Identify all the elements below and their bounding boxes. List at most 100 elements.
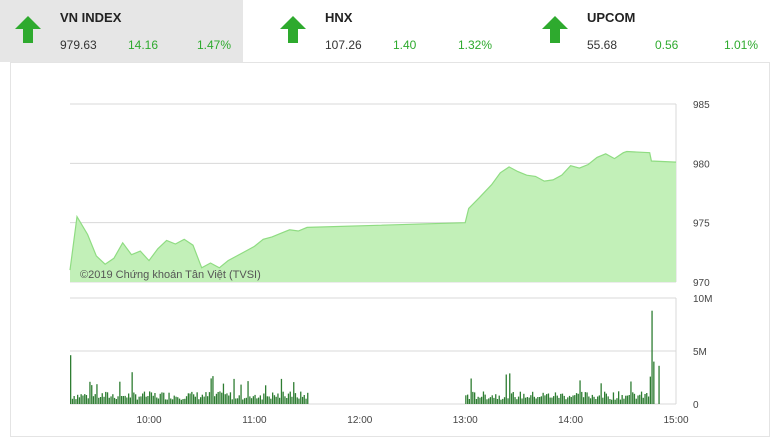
- volume-bar: [510, 393, 513, 404]
- volume-bar: [287, 393, 290, 404]
- volume-bar: [71, 398, 74, 404]
- x-tick-label: 13:00: [453, 415, 478, 426]
- volume-bar: [108, 397, 110, 404]
- volume-bar: [110, 396, 112, 404]
- volume-bar: [618, 391, 620, 404]
- volume-bar: [263, 393, 265, 404]
- volume-bar: [272, 392, 274, 404]
- volume-bar: [597, 396, 599, 404]
- volume-bar: [219, 391, 221, 404]
- volume-bar: [154, 393, 156, 404]
- volume-bar: [257, 397, 260, 404]
- volume-bar: [477, 396, 479, 404]
- volume-bar: [163, 392, 165, 404]
- ticker-upcom[interactable]: UPCOM 55.68 0.56 1.01%: [527, 0, 777, 62]
- x-tick-label: 14:00: [558, 415, 583, 426]
- volume-bar: [470, 378, 472, 404]
- volume-bar: [574, 395, 576, 404]
- volume-bar: [582, 397, 585, 404]
- volume-bar: [224, 394, 226, 404]
- price-panel: 985 980 975 970 ©2019 Chứng khoán Tân Việt …: [69, 100, 710, 289]
- volume-bar: [166, 399, 168, 404]
- volume-bar: [77, 394, 79, 404]
- volume-bar: [252, 396, 254, 404]
- volume-bar: [642, 397, 644, 404]
- volume-bar: [143, 391, 146, 404]
- y-tick-label: 980: [693, 159, 710, 170]
- volume-bar: [479, 397, 481, 404]
- volume-bar: [99, 397, 102, 404]
- volume-bar: [119, 381, 121, 404]
- volume-bar: [270, 398, 272, 404]
- volume-bar: [98, 397, 100, 404]
- volume-bar: [221, 392, 223, 404]
- volume-bar: [82, 395, 84, 404]
- volume-bar: [593, 396, 595, 404]
- volume-bar: [607, 396, 609, 404]
- volume-bar: [106, 392, 109, 404]
- ticker-value: 107.26: [325, 38, 362, 52]
- volume-bar: [286, 398, 288, 404]
- volume-bar: [639, 394, 641, 404]
- volume-bar: [245, 397, 247, 404]
- intraday-chart-card: [10, 62, 770, 437]
- volume-bar: [595, 399, 597, 404]
- volume-bar: [612, 392, 615, 404]
- ticker-name: UPCOM: [587, 10, 636, 25]
- ticker-value: 55.68: [587, 38, 618, 52]
- volume-bar: [189, 393, 191, 404]
- volume-bar: [637, 395, 639, 404]
- volume-bar: [293, 382, 295, 404]
- volume-bar: [73, 396, 75, 404]
- volume-bar: [658, 365, 660, 404]
- volume-bar: [644, 394, 646, 404]
- ticker-value: 979.63: [60, 38, 97, 52]
- volume-bar: [164, 399, 167, 404]
- volume-bar: [581, 391, 583, 404]
- ticker-hnx[interactable]: HNX 107.26 1.40 1.32%: [265, 0, 515, 62]
- volume-bar: [273, 395, 276, 404]
- volume-bar: [217, 392, 219, 404]
- volume-bar: [178, 398, 181, 404]
- y-tick-label: 985: [693, 100, 710, 111]
- volume-bar: [551, 397, 553, 404]
- volume-panel: 10M 5M 0 10:00 11:00 12:00 13:00 14:00 15:00: [70, 294, 712, 426]
- volume-bar: [563, 395, 565, 404]
- volume-bar: [303, 395, 305, 404]
- volume-bar: [300, 391, 302, 404]
- volume-bar: [140, 396, 142, 404]
- ticker-vn-index[interactable]: VN INDEX 979.63 14.16 1.47%: [0, 0, 243, 62]
- volume-bar: [577, 393, 579, 404]
- volume-bar: [133, 392, 135, 404]
- volume-bar: [600, 383, 602, 404]
- volume-bar: [214, 396, 216, 404]
- volume-bar: [556, 395, 558, 404]
- volume-bar: [491, 395, 493, 404]
- volume-bar: [486, 399, 488, 404]
- volume-bar: [502, 398, 504, 404]
- volume-bar: [526, 397, 528, 404]
- volume-bar: [633, 393, 636, 404]
- volume-bar: [194, 396, 196, 404]
- volume-bar: [567, 397, 569, 404]
- volume-bar: [484, 394, 486, 404]
- volume-bar: [233, 378, 235, 404]
- volume-bar: [619, 399, 622, 404]
- volume-bar: [112, 394, 114, 404]
- volume-bar: [94, 394, 96, 404]
- volume-bar: [547, 393, 550, 404]
- volume-bar: [180, 399, 182, 404]
- volume-bar: [135, 394, 137, 404]
- volume-bar: [579, 380, 581, 404]
- volume-bar: [468, 399, 470, 404]
- volume-bar: [231, 399, 233, 404]
- volume-bar: [147, 396, 149, 404]
- volume-bar: [150, 392, 153, 404]
- volume-bar: [305, 398, 307, 404]
- volume-bar: [117, 396, 119, 404]
- x-tick-label: 15:00: [663, 415, 688, 426]
- x-tick-label: 10:00: [137, 415, 162, 426]
- volume-bar: [236, 398, 239, 404]
- price-area: [70, 151, 676, 282]
- volume-bar: [540, 396, 542, 404]
